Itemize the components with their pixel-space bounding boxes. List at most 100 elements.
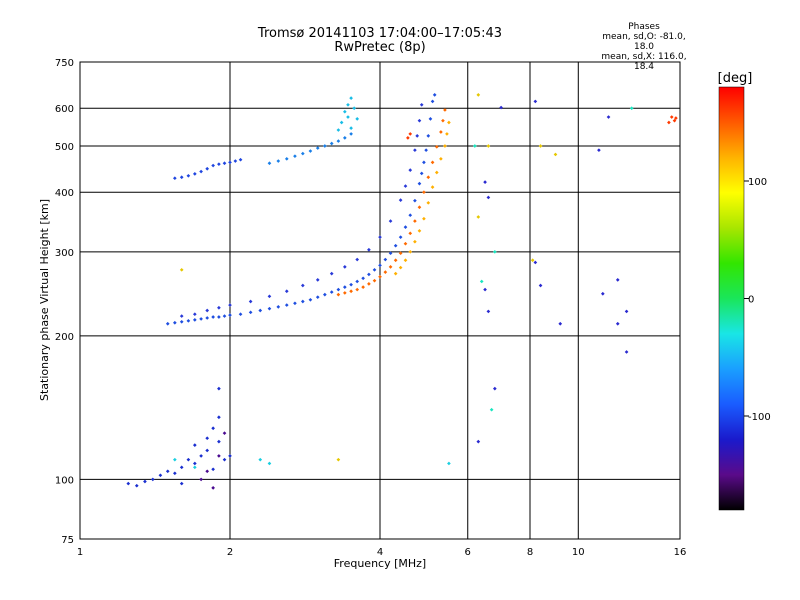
data-point <box>413 219 417 223</box>
colorbar-label: [deg] <box>718 71 753 86</box>
data-point <box>499 105 503 110</box>
data-point <box>378 263 382 268</box>
data-point <box>336 457 341 462</box>
data-point <box>447 120 451 125</box>
chart-subtitle: RwPretec (8p) <box>334 40 426 55</box>
data-point <box>355 279 360 284</box>
data-point <box>393 258 398 263</box>
data-point <box>339 120 344 125</box>
data-point <box>419 171 424 176</box>
data-point <box>336 292 341 297</box>
phase-statistics-title: Phases <box>628 22 660 32</box>
data-point <box>388 265 393 269</box>
data-point <box>441 118 445 123</box>
data-point <box>426 201 431 205</box>
data-point <box>228 454 232 458</box>
data-point <box>346 102 350 107</box>
data-point <box>426 175 431 180</box>
data-point <box>669 115 674 119</box>
data-point <box>238 312 243 317</box>
data-point <box>430 99 435 104</box>
data-point <box>417 118 422 123</box>
data-point <box>439 130 443 134</box>
data-point <box>629 106 634 111</box>
data-point <box>367 282 371 286</box>
y-tick-label: 500 <box>55 142 74 153</box>
phase-statistics-o-mode: mean, sd,O: -81.0, 18.0 <box>602 32 686 52</box>
data-point <box>143 479 147 484</box>
data-point <box>173 457 177 462</box>
data-point <box>349 96 353 100</box>
data-point <box>217 386 221 391</box>
data-point <box>192 312 197 317</box>
data-point <box>417 228 422 233</box>
data-point <box>417 205 422 210</box>
data-point <box>342 109 347 114</box>
data-point <box>530 258 535 263</box>
data-point <box>445 132 449 136</box>
data-point <box>349 289 353 294</box>
data-point <box>192 443 197 447</box>
data-point <box>408 168 413 172</box>
data-point <box>267 161 272 166</box>
data-point <box>349 282 353 287</box>
data-point <box>199 477 203 482</box>
data-point <box>233 159 238 163</box>
data-point <box>667 120 671 125</box>
data-point <box>258 457 263 462</box>
phase-colorbar: [deg] 100 0 -100 <box>718 71 771 511</box>
data-point <box>199 454 203 458</box>
plot-frame <box>79 61 681 540</box>
data-point <box>173 176 177 181</box>
data-point <box>479 279 484 284</box>
data-point <box>367 272 371 277</box>
y-tick-label: 300 <box>55 248 74 259</box>
data-point <box>388 219 393 223</box>
data-point <box>473 144 477 148</box>
data-point <box>315 146 320 150</box>
data-point <box>179 465 184 470</box>
y-tick-label: 100 <box>55 475 74 486</box>
data-point <box>422 160 426 165</box>
data-point <box>434 170 439 175</box>
data-point <box>398 251 403 256</box>
data-point <box>476 215 481 219</box>
data-point <box>276 305 281 309</box>
data-point <box>419 102 424 107</box>
data-point <box>222 314 227 318</box>
data-point <box>415 134 420 138</box>
data-point <box>267 306 272 311</box>
data-point <box>186 318 191 323</box>
data-point <box>342 285 347 289</box>
data-point <box>222 431 227 436</box>
data-point <box>284 303 289 307</box>
data-point <box>349 126 353 130</box>
data-point <box>342 291 347 295</box>
data-point <box>300 299 305 304</box>
data-point <box>393 271 398 276</box>
data-point <box>267 461 272 466</box>
data-point <box>434 144 439 149</box>
data-point <box>432 93 437 97</box>
data-point <box>308 297 313 302</box>
data-point <box>342 136 347 140</box>
data-point <box>403 184 408 188</box>
data-point <box>486 195 491 200</box>
data-point <box>533 99 538 104</box>
data-point <box>426 134 431 138</box>
data-point <box>624 350 629 354</box>
data-point <box>361 276 365 281</box>
data-point <box>228 303 232 307</box>
data-point <box>192 172 197 176</box>
x-tick-label: 16 <box>674 547 687 558</box>
data-point <box>336 139 341 143</box>
data-point <box>217 162 221 167</box>
data-point <box>538 144 543 148</box>
data-point <box>428 117 433 121</box>
data-point <box>378 274 382 279</box>
data-point <box>422 216 426 221</box>
data-point <box>342 265 347 269</box>
data-point <box>126 481 131 486</box>
colorbar-ticks: 100 0 -100 <box>744 177 771 423</box>
